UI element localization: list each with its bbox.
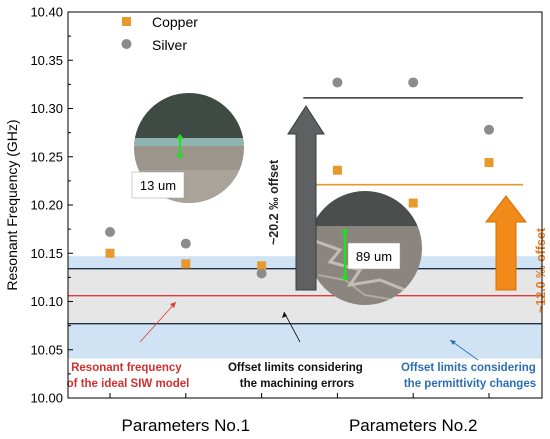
copper-point-6 xyxy=(484,158,494,168)
y-tick-label: 10.00 xyxy=(30,391,63,406)
legend-copper-marker xyxy=(122,17,131,26)
y-tick-label: 10.10 xyxy=(30,294,63,309)
silver-point-6 xyxy=(484,124,494,135)
permittivity-pointer xyxy=(449,339,479,361)
y-tick-label: 10.05 xyxy=(30,342,63,357)
machining-pointer xyxy=(282,311,301,343)
inset-label-2: 89 um xyxy=(356,249,392,264)
y-axis: 10.00 10.05 10.10 10.15 10.20 10.25 10.30 10.35… xyxy=(30,5,73,406)
silver-point-4 xyxy=(332,77,343,88)
y-axis-label: Resonant Frequency (GHz) xyxy=(4,119,20,290)
silver-point-2 xyxy=(180,238,191,249)
copper-offset-arrow xyxy=(484,195,528,291)
permittivity-annotation: Offset limits considering the permittivi… xyxy=(401,362,539,390)
ideal-pointer xyxy=(139,301,177,343)
y-tick-label: 10.15 xyxy=(30,246,63,261)
copper-point-3 xyxy=(257,261,267,271)
y-tick-label: 10.25 xyxy=(30,149,63,164)
machining-annotation: Offset limits considering the machining … xyxy=(228,362,366,390)
silver-offset-arrow xyxy=(287,105,325,291)
copper-point-5 xyxy=(408,198,418,208)
y-tick-label: 10.35 xyxy=(30,53,63,68)
silver-point-3 xyxy=(256,268,267,279)
inset-photo-13um: 13 um xyxy=(131,93,244,203)
legend-silver-label: Silver xyxy=(152,37,187,53)
silver-offset-label: ~20.2 ‰ offset xyxy=(267,159,281,245)
silver-point-5 xyxy=(408,77,419,88)
copper-point-1 xyxy=(105,248,115,258)
legend-copper-label: Copper xyxy=(152,14,198,30)
x-category-label: Parameters No.1 xyxy=(122,416,251,435)
silver-point-1 xyxy=(105,227,115,238)
ideal-annotation: Resonant frequency of the ideal SIW mode… xyxy=(67,362,190,390)
legend: Copper Silver xyxy=(121,14,198,53)
copper-point-2 xyxy=(181,259,191,269)
copper-point-4 xyxy=(332,165,342,175)
data-points xyxy=(105,77,494,279)
legend-silver-marker xyxy=(121,39,132,49)
copper-offset-label: ~12.0 ‰ offset xyxy=(534,227,548,313)
x-category-label: Parameters No.2 xyxy=(349,416,478,435)
y-tick-label: 10.40 xyxy=(30,5,63,20)
inset-label-1: 13 um xyxy=(140,178,176,193)
x-axis: Parameters No.1 Parameters No.2 xyxy=(109,393,490,435)
y-tick-label: 10.20 xyxy=(30,198,63,213)
y-tick-label: 10.30 xyxy=(30,101,63,116)
